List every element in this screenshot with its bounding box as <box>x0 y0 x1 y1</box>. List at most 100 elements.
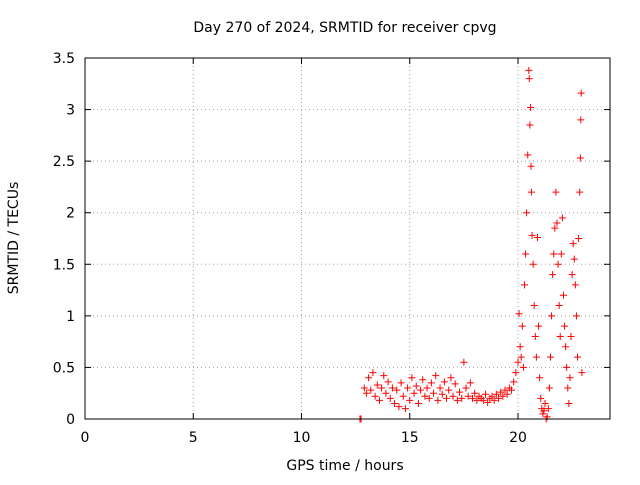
data-point <box>517 353 525 361</box>
data-point <box>497 388 505 396</box>
data-point <box>559 291 567 299</box>
data-point <box>527 104 535 112</box>
data-point <box>375 396 383 404</box>
x-tick-label: 15 <box>401 430 419 446</box>
data-point <box>510 378 518 386</box>
data-point <box>569 240 577 248</box>
data-point <box>523 209 531 217</box>
data-point <box>460 358 468 366</box>
data-point <box>466 379 474 387</box>
data-point <box>417 386 425 394</box>
data-point <box>552 188 560 196</box>
data-point <box>458 394 466 402</box>
data-point <box>399 392 407 400</box>
data-point <box>473 396 481 404</box>
data-point <box>553 219 561 227</box>
data-point <box>369 369 377 377</box>
data-point <box>464 392 472 400</box>
data-point <box>556 332 564 340</box>
data-point <box>554 260 562 268</box>
y-tick-label: 3.5 <box>53 51 75 67</box>
data-point <box>507 386 515 394</box>
data-point <box>527 162 535 170</box>
y-axis-label: SRMTID / TECUs <box>6 182 22 295</box>
y-tick-label: 2 <box>66 206 75 222</box>
data-point <box>568 271 576 279</box>
y-tick-label: 0.5 <box>53 360 75 376</box>
data-point <box>371 392 379 400</box>
data-point <box>449 392 457 400</box>
data-point <box>522 250 530 258</box>
data-point <box>571 281 579 289</box>
data-point <box>447 374 455 382</box>
data-point <box>401 405 409 413</box>
data-point <box>451 380 459 388</box>
data-point <box>436 384 444 392</box>
x-tick-label: 20 <box>509 430 527 446</box>
data-point <box>482 390 490 398</box>
data-point <box>453 396 461 404</box>
data-point <box>527 188 535 196</box>
data-point <box>397 379 405 387</box>
plot-frame <box>84 57 611 420</box>
data-point <box>367 386 375 394</box>
data-point <box>548 312 556 320</box>
data-point <box>533 233 541 241</box>
data-point <box>382 389 390 397</box>
data-point <box>561 322 569 330</box>
data-point <box>551 224 559 232</box>
data-point <box>530 302 538 310</box>
data-point <box>558 214 566 222</box>
axis-ticks: 0 5 10 15 20 0 0.5 1 1.5 2 2.5 3 3.5 <box>53 51 610 446</box>
data-point <box>541 400 549 408</box>
data-point <box>544 405 552 413</box>
data-point <box>380 372 388 380</box>
data-point <box>557 250 565 258</box>
data-point <box>384 378 392 386</box>
data-point <box>440 378 448 386</box>
data-point <box>388 384 396 392</box>
data-point <box>365 374 373 382</box>
data-point <box>532 353 540 361</box>
data-point <box>514 358 522 366</box>
data-point <box>386 394 394 402</box>
data-point <box>576 154 584 162</box>
data-point <box>410 389 418 397</box>
data-point <box>565 400 573 408</box>
data-point <box>545 384 553 392</box>
data-point <box>540 407 548 415</box>
data-point <box>490 396 498 404</box>
data-point <box>438 390 446 398</box>
x-tick-label: 0 <box>81 430 90 446</box>
data-point <box>499 392 507 400</box>
data-point <box>528 231 536 239</box>
data-point <box>391 400 399 408</box>
data-point <box>566 374 574 382</box>
data-point <box>425 394 433 402</box>
data-point <box>488 392 496 400</box>
data-point <box>531 332 539 340</box>
data-point <box>373 381 381 389</box>
x-axis-label: GPS time / hours <box>286 458 403 474</box>
data-point <box>572 312 580 320</box>
data-point <box>406 396 414 404</box>
data-point <box>404 384 412 392</box>
y-tick-label: 3 <box>66 103 75 119</box>
data-point <box>378 384 386 392</box>
data-point <box>419 376 427 384</box>
data-point <box>524 151 532 159</box>
data-point <box>574 353 582 361</box>
data-point <box>512 369 520 377</box>
data-point <box>395 403 403 411</box>
x-tick-label: 5 <box>189 430 198 446</box>
data-point <box>515 310 523 318</box>
data-point <box>412 382 420 390</box>
data-point <box>577 89 585 97</box>
data-point <box>427 379 435 387</box>
data-point <box>567 332 575 340</box>
data-point <box>529 260 537 268</box>
y-tick-label: 0 <box>66 412 75 428</box>
data-point <box>360 384 368 392</box>
data-point <box>537 394 545 402</box>
y-tick-label: 1 <box>66 309 75 325</box>
